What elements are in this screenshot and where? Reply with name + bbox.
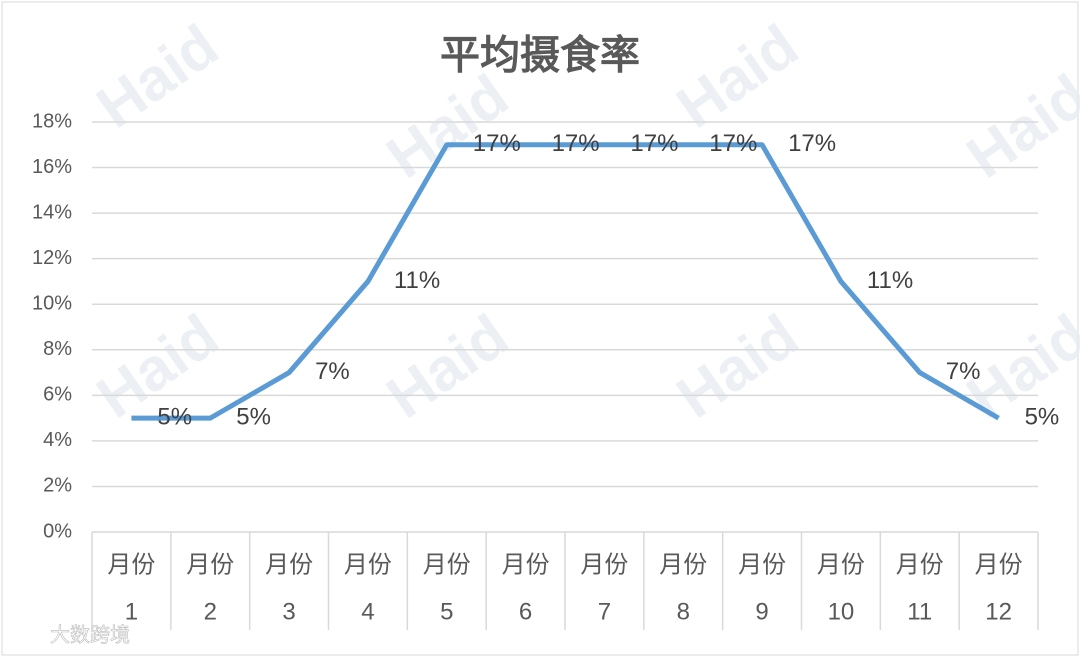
data-label: 17% xyxy=(630,130,678,157)
x-tick-label: 月份 xyxy=(107,551,155,578)
x-tick-label: 9 xyxy=(755,598,768,625)
x-tick-label: 月份 xyxy=(896,551,944,578)
x-tick-label: 3 xyxy=(282,598,295,625)
data-label: 7% xyxy=(315,358,350,385)
x-tick-label: 月份 xyxy=(659,551,707,578)
data-label: 11% xyxy=(394,267,440,294)
x-tick-label: 11 xyxy=(907,598,932,625)
x-tick-label: 6 xyxy=(519,598,532,625)
x-tick-label: 12 xyxy=(985,598,1012,625)
data-label: 5% xyxy=(157,403,192,430)
data-label: 5% xyxy=(1025,403,1060,430)
watermark: 大数跨境 xyxy=(50,623,130,646)
x-tick-label: 月份 xyxy=(580,551,628,578)
chart-title: 平均摄食率 xyxy=(440,34,640,78)
data-label: 5% xyxy=(236,403,271,430)
x-tick-label: 8 xyxy=(677,598,690,625)
data-label: 17% xyxy=(473,130,521,157)
x-tick-label: 月份 xyxy=(975,551,1023,578)
y-tick-label: 14% xyxy=(32,201,72,223)
data-label: 17% xyxy=(788,130,836,157)
y-tick-label: 4% xyxy=(43,429,72,451)
y-tick-label: 12% xyxy=(32,247,72,269)
x-tick-label: 2 xyxy=(204,598,217,625)
line xyxy=(131,142,1000,421)
data-label: 17% xyxy=(709,130,757,157)
y-tick-label: 18% xyxy=(32,110,72,132)
x-tick-label: 月份 xyxy=(502,551,550,578)
x-tick-label: 月份 xyxy=(423,551,471,578)
y-tick-label: 16% xyxy=(32,156,72,178)
x-tick-label: 月份 xyxy=(265,551,313,578)
y-tick-label: 2% xyxy=(43,475,72,497)
x-tick-label: 10 xyxy=(828,598,855,625)
data-label: 17% xyxy=(552,130,600,157)
y-tick-label: 8% xyxy=(43,338,72,360)
data-label: 7% xyxy=(946,358,981,385)
x-tick-label: 4 xyxy=(361,598,374,625)
y-tick-label: 6% xyxy=(43,384,72,406)
x-tick-label: 月份 xyxy=(186,551,234,578)
x-tick-label: 1 xyxy=(125,598,138,625)
x-tick-label: 月份 xyxy=(738,551,786,578)
x-tick-label: 7 xyxy=(598,598,611,625)
data-label: 11% xyxy=(867,267,913,294)
x-tick-label: 月份 xyxy=(817,551,865,578)
y-tick-label: 0% xyxy=(43,520,72,542)
x-tick-label: 月份 xyxy=(344,551,392,578)
x-tick-label: 5 xyxy=(440,598,453,625)
y-tick-label: 10% xyxy=(32,293,72,315)
